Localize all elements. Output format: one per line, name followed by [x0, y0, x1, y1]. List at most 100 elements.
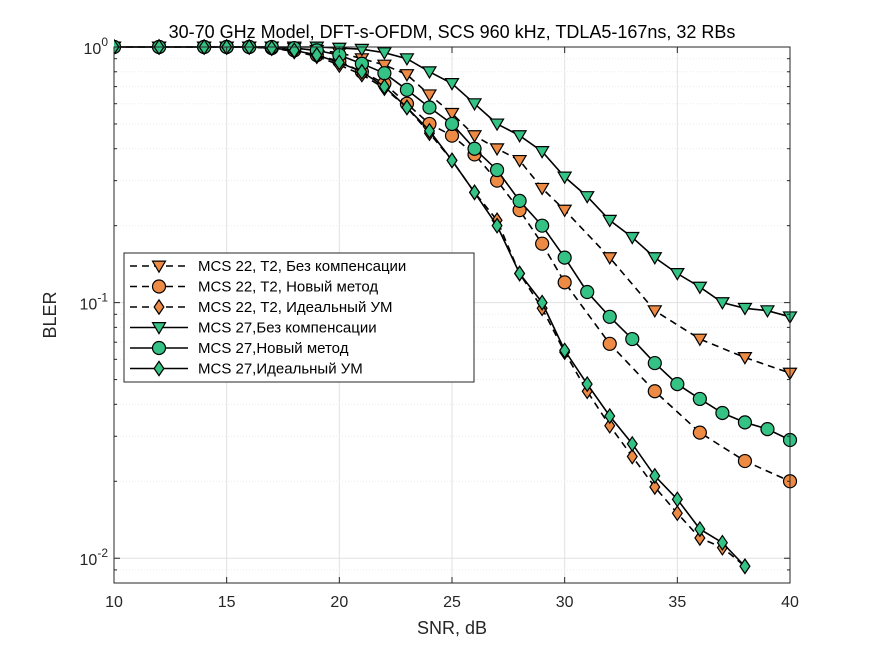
y-tick-label: 10-1: [80, 291, 109, 314]
data-point: [714, 297, 730, 310]
data-point: [489, 118, 505, 132]
data-point: [759, 305, 776, 319]
data-point: [669, 268, 685, 281]
data-point: [737, 415, 753, 430]
data-point: [624, 231, 640, 245]
x-tick-label: 35: [668, 594, 686, 611]
legend-entry: MCS 22, T2, Без компенсации: [130, 258, 406, 275]
data-point: [692, 391, 707, 407]
series-layer: [114, 38, 798, 575]
data-point: [692, 425, 707, 440]
data-point: [670, 376, 685, 392]
x-tick-label: 15: [218, 594, 236, 611]
legend-entry: MCS 22, T2, Новый метод: [130, 279, 378, 296]
data-point: [444, 116, 460, 132]
legend-label: MCS 22, T2, Новый метод: [198, 279, 378, 296]
data-point: [491, 217, 503, 234]
y-tick-label: 100: [84, 35, 109, 58]
legend-entry: MCS 22, T2, Идеальный УМ: [130, 298, 393, 316]
data-point: [311, 46, 323, 64]
data-point: [647, 252, 663, 265]
data-point: [467, 141, 482, 156]
data-point: [512, 130, 528, 144]
data-point: [647, 305, 663, 319]
data-point: [421, 89, 438, 103]
data-point: [535, 218, 550, 233]
legend-label: MCS 22, T2, Без компенсации: [198, 258, 406, 275]
data-point: [468, 184, 481, 201]
data-point: [716, 534, 729, 551]
legend-marker: [153, 298, 165, 316]
data-point: [376, 47, 392, 61]
data-point: [333, 54, 345, 71]
data-point: [535, 236, 550, 251]
data-point: [737, 302, 753, 316]
y-tick-label: 10-2: [80, 546, 109, 569]
data-point: [489, 162, 505, 178]
data-point: [377, 66, 392, 81]
legend-marker: [151, 340, 167, 356]
data-point: [536, 294, 548, 311]
series-line: [114, 46, 791, 483]
legend-box: [123, 252, 475, 383]
data-point: [671, 491, 683, 508]
data-point: [737, 352, 753, 365]
data-point: [399, 53, 415, 67]
data-point: [444, 107, 460, 121]
chart-title: 30-70 GHz Model, DFT-s-OFDM, SCS 960 kHz…: [169, 22, 736, 42]
series-6: [114, 38, 751, 575]
data-point: [694, 529, 706, 547]
data-point: [557, 171, 573, 185]
data-point: [580, 284, 595, 300]
data-point: [266, 39, 278, 57]
axis-ticks: 10 15 20 25 30 35 40 10-2 10-1 100: [80, 35, 799, 611]
legend-label: MCS 22, T2, Идеальный УМ: [198, 299, 393, 316]
x-tick-label: 10: [105, 594, 123, 611]
legend-marker: [151, 322, 167, 335]
data-point: [399, 69, 415, 82]
legend-marker: [151, 279, 167, 294]
legend-label: MCS 27,Идеальный УМ: [198, 361, 363, 378]
legend-marker: [153, 360, 165, 377]
y-axis-label: BLER: [40, 291, 60, 338]
data-point: [626, 448, 638, 465]
data-point: [692, 333, 708, 347]
data-point: [534, 146, 550, 159]
data-point: [466, 98, 483, 112]
data-point: [421, 66, 438, 80]
data-point: [557, 250, 572, 265]
data-point: [579, 191, 595, 204]
data-point: [422, 100, 437, 115]
data-point: [376, 59, 392, 73]
data-point: [399, 82, 415, 97]
data-point: [534, 182, 550, 196]
data-point: [557, 275, 572, 290]
data-point: [423, 122, 436, 140]
data-point: [378, 78, 391, 95]
data-point: [557, 204, 573, 218]
data-point: [647, 384, 662, 399]
data-point: [444, 128, 460, 143]
data-point: [649, 467, 661, 485]
x-tick-label: 20: [330, 594, 348, 611]
data-point: [602, 336, 617, 351]
data-point: [559, 342, 571, 359]
data-point: [694, 520, 706, 538]
legend-entry: MCS 27,Идеальный УМ: [130, 360, 363, 378]
x-tick-label: 25: [443, 594, 461, 611]
data-point: [602, 214, 618, 228]
data-point: [604, 407, 616, 425]
data-point: [715, 405, 730, 421]
data-point: [512, 154, 528, 168]
data-point: [466, 130, 483, 144]
data-point: [444, 77, 460, 91]
data-point: [671, 505, 683, 522]
data-point: [356, 63, 368, 80]
x-tick-label: 40: [781, 594, 799, 611]
x-axis-label: SNR, dB: [417, 618, 487, 638]
data-point: [401, 99, 413, 116]
data-point: [581, 375, 593, 393]
data-point: [649, 478, 661, 496]
data-point: [446, 152, 458, 169]
